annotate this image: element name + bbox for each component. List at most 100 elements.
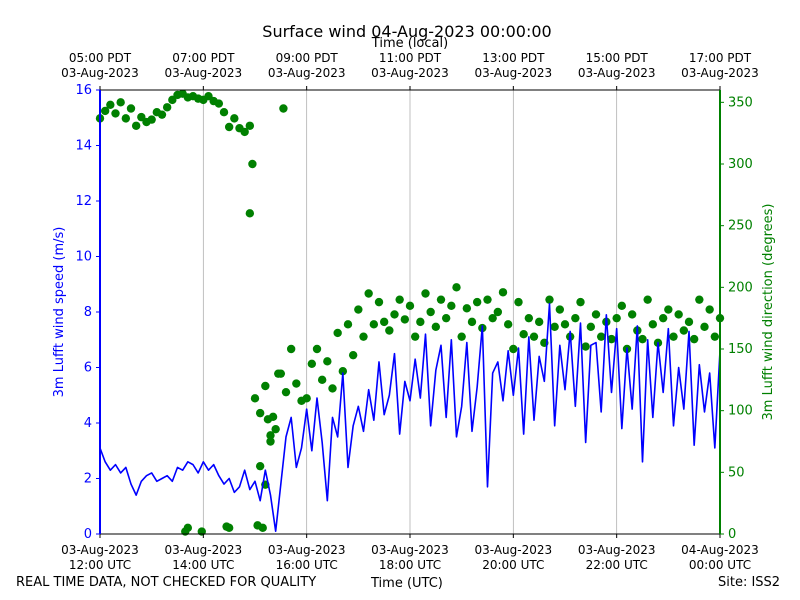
wind-direction-point bbox=[240, 127, 249, 137]
top-tick-label-date: 03-Aug-2023 bbox=[681, 66, 759, 80]
wind-direction-point bbox=[333, 328, 342, 338]
wind-speed-line bbox=[99, 302, 721, 533]
x-tick-label-date: 03-Aug-2023 bbox=[371, 543, 449, 557]
wind-direction-point bbox=[292, 379, 301, 388]
right-tick-label: 200 bbox=[728, 280, 753, 295]
wind-direction-point bbox=[348, 350, 358, 360]
wind-direction-point bbox=[441, 313, 451, 323]
wind-direction-point bbox=[405, 301, 415, 311]
wind-direction-point bbox=[390, 310, 399, 319]
wind-direction-point bbox=[266, 437, 275, 446]
wind-direction-point bbox=[395, 295, 404, 304]
quality-disclaimer: REAL TIME DATA, NOT CHECKED FOR QUALITY bbox=[16, 575, 317, 590]
x-tick-label-time: 20:00 UTC bbox=[482, 558, 544, 572]
wind-direction-point bbox=[462, 304, 472, 313]
wind-direction-point bbox=[472, 297, 482, 307]
top-tick-label-date: 03-Aug-2023 bbox=[268, 66, 346, 80]
left-tick-label: 8 bbox=[84, 305, 92, 320]
right-tick-label: 350 bbox=[728, 95, 753, 110]
x-tick-label-time: 16:00 UTC bbox=[276, 558, 338, 572]
wind-direction-point bbox=[183, 523, 193, 533]
wind-direction-point bbox=[700, 322, 709, 331]
x-tick-label-time: 00:00 UTC bbox=[689, 558, 751, 572]
wind-direction-point bbox=[255, 461, 265, 471]
wind-direction-point bbox=[100, 106, 110, 116]
wind-direction-point bbox=[261, 381, 270, 391]
wind-direction-point bbox=[312, 344, 322, 354]
wind-direction-point bbox=[214, 99, 224, 108]
site-label: Site: ISS2 bbox=[718, 575, 781, 590]
left-tick-label: 12 bbox=[75, 194, 92, 209]
left-tick-label: 2 bbox=[84, 472, 92, 487]
speed-series bbox=[99, 302, 721, 533]
wind-direction-point bbox=[509, 344, 518, 354]
wind-direction-point bbox=[343, 320, 353, 329]
wind-direction-point bbox=[268, 412, 278, 422]
chart-title: Surface wind 04-Aug-2023 00:00:00 bbox=[262, 22, 551, 41]
wind-direction-point bbox=[369, 320, 379, 329]
x-tick-label-date: 03-Aug-2023 bbox=[268, 543, 346, 557]
wind-direction-point bbox=[131, 121, 141, 130]
wind-direction-point bbox=[157, 110, 167, 119]
wind-direction-point bbox=[581, 342, 590, 351]
wind-direction-point bbox=[364, 289, 373, 298]
wind-direction-point bbox=[328, 384, 337, 393]
right-tick-label: 150 bbox=[728, 342, 753, 357]
top-tick-label-time: 09:00 PDT bbox=[276, 51, 339, 65]
wind-direction-point bbox=[514, 297, 523, 307]
top-tick-label-time: 05:00 PDT bbox=[69, 51, 132, 65]
wind-direction-point bbox=[664, 305, 673, 314]
wind-direction-point bbox=[354, 305, 363, 314]
wind-direction-point bbox=[219, 108, 229, 117]
right-tick-label: 0 bbox=[728, 527, 736, 542]
wind-direction-point bbox=[607, 334, 616, 344]
wind-direction-point bbox=[643, 295, 652, 304]
x-tick-label-time: 14:00 UTC bbox=[172, 558, 234, 572]
wind-direction-point bbox=[591, 310, 601, 319]
wind-direction-point bbox=[617, 301, 627, 311]
wind-direction-point bbox=[359, 332, 368, 341]
wind-direction-point bbox=[245, 121, 255, 130]
bottom-axis-label: Time (UTC) bbox=[371, 576, 443, 591]
wind-direction-point bbox=[121, 114, 131, 123]
top-tick-label-time: 07:00 PDT bbox=[172, 51, 235, 65]
direction-series bbox=[95, 89, 725, 536]
wind-direction-point bbox=[555, 305, 565, 314]
wind-direction-point bbox=[612, 313, 621, 323]
vertical-gridlines bbox=[202, 90, 618, 534]
right-tick-label: 300 bbox=[728, 157, 753, 172]
x-tick-label-date: 03-Aug-2023 bbox=[475, 543, 553, 557]
wind-direction-point bbox=[250, 394, 260, 403]
wind-direction-point bbox=[679, 326, 689, 335]
wind-direction-point bbox=[307, 359, 317, 368]
wind-direction-point bbox=[560, 320, 570, 329]
x-tick-label-date: 03-Aug-2023 bbox=[165, 543, 243, 557]
wind-direction-point bbox=[111, 109, 120, 118]
right-axis-label: 3m Lufft wind direction (degrees) bbox=[761, 204, 776, 421]
top-tick-label-time: 15:00 PDT bbox=[586, 51, 649, 65]
wind-direction-point bbox=[503, 320, 513, 329]
x-tick-label-date: 04-Aug-2023 bbox=[681, 543, 759, 557]
wind-direction-point bbox=[385, 326, 394, 335]
wind-direction-point bbox=[669, 332, 678, 341]
wind-direction-point bbox=[452, 283, 461, 292]
wind-direction-point bbox=[400, 315, 410, 324]
wind-direction-point bbox=[258, 523, 267, 533]
top-tick-label-date: 03-Aug-2023 bbox=[165, 66, 243, 80]
x-tick-label-date: 03-Aug-2023 bbox=[61, 543, 139, 557]
wind-direction-point bbox=[338, 367, 348, 376]
wind-direction-point bbox=[493, 307, 503, 317]
x-tick-label-time: 22:00 UTC bbox=[586, 558, 648, 572]
wind-direction-point bbox=[550, 322, 559, 331]
top-tick-label-time: 17:00 PDT bbox=[689, 51, 752, 65]
top-tick-label-date: 03-Aug-2023 bbox=[578, 66, 656, 80]
wind-direction-point bbox=[684, 317, 694, 327]
right-tick-label: 100 bbox=[728, 404, 753, 419]
wind-direction-point bbox=[224, 523, 234, 533]
wind-direction-point bbox=[674, 310, 683, 319]
wind-direction-point bbox=[302, 394, 311, 403]
wind-direction-point bbox=[586, 322, 596, 331]
wind-direction-point bbox=[627, 310, 637, 319]
wind-direction-point bbox=[379, 317, 389, 327]
